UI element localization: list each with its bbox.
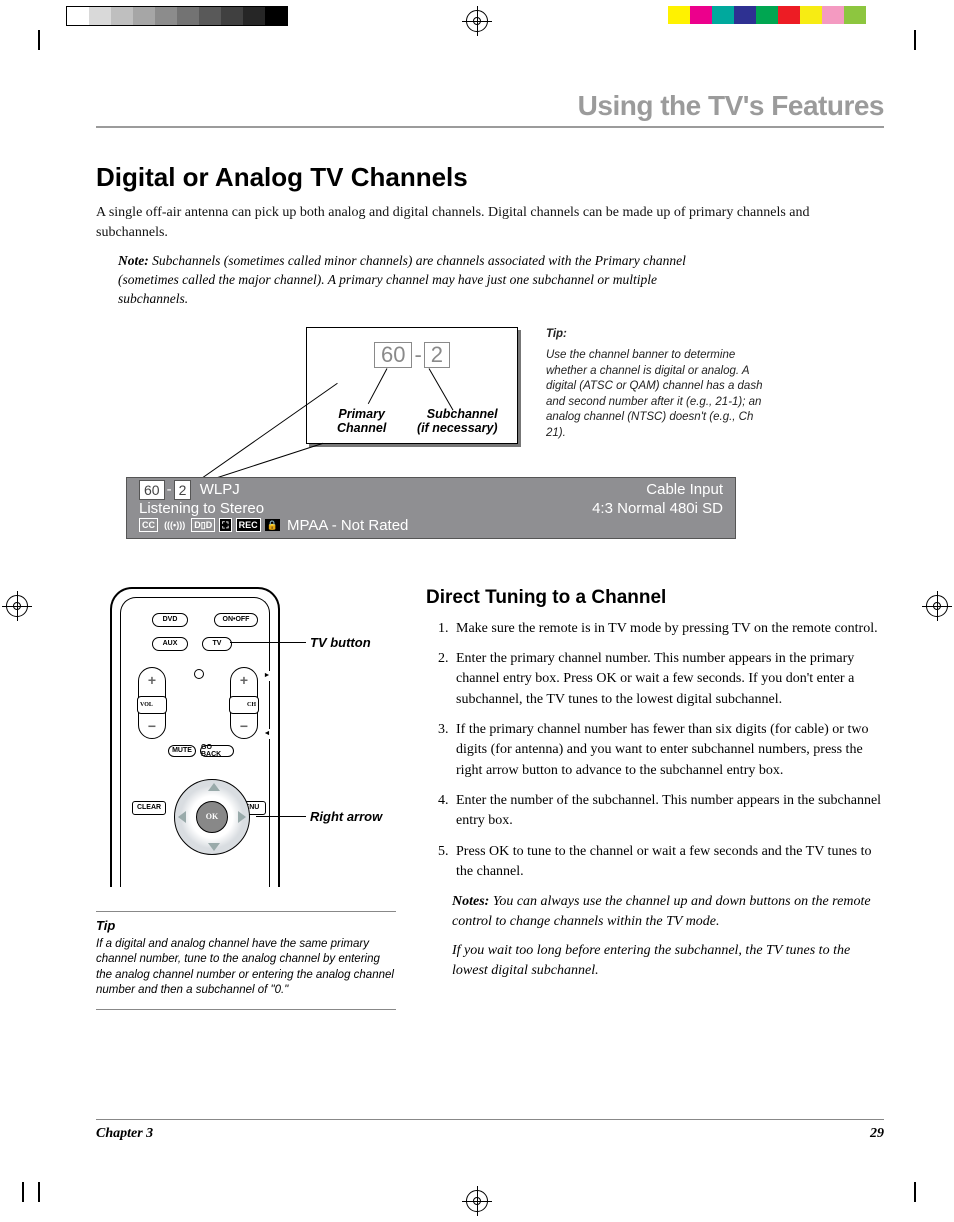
step-note-text: You can always use the channel up and do…	[452, 894, 871, 929]
remote-aux: AUX	[152, 637, 188, 651]
banner-rating: MPAA - Not Rated	[287, 517, 408, 534]
page-content: Using the TV's Features Digital or Analo…	[96, 90, 884, 1142]
lock-icon: 🔒	[265, 519, 280, 531]
remote-dpad: OK	[174, 779, 250, 855]
primary-label-l2: Channel	[337, 422, 386, 436]
tip-block: Tip If a digital and analog channel have…	[96, 911, 396, 1010]
reg-target-right	[926, 595, 948, 617]
ann-tv-label: TV button	[310, 635, 371, 650]
footer-left: Chapter 3	[96, 1126, 153, 1142]
tip-aside-head: Tip:	[546, 327, 771, 343]
remote-goback: GO BACK	[200, 745, 234, 757]
tip-aside-body: Use the channel banner to determine whet…	[546, 348, 771, 441]
callout-primary-digits: 60	[374, 342, 412, 368]
step-item: Press OK to tune to the channel or wait …	[452, 842, 884, 883]
steps-list: Make sure the remote is in TV mode by pr…	[426, 619, 884, 882]
ann-right-label: Right arrow	[310, 809, 382, 824]
banner-format: 4:3 Normal 480i SD	[592, 500, 723, 517]
primary-label-l1: Primary	[337, 408, 386, 422]
colorbar-right	[668, 6, 888, 24]
section-title: Using the TV's Features	[96, 90, 884, 128]
footer-right: 29	[870, 1126, 884, 1142]
remote-vol-rocker: VOL	[138, 667, 166, 739]
channel-diagram: 60-2 Primary Channel Subchannel (if nece…	[96, 327, 884, 557]
reg-target-top	[466, 10, 488, 32]
step-item: Enter the primary channel number. This n…	[452, 649, 884, 710]
remote-vol-label: VOL	[137, 696, 167, 714]
dolby-icon: D▯D	[191, 518, 215, 532]
remote-illustration: DVD ON•OFF AUX TV VOL CH ► ◄ MUTE GO BAC…	[96, 587, 396, 887]
remote-play-fwd: ►	[262, 671, 272, 681]
step-item: If the primary channel number has fewer …	[452, 720, 884, 781]
tip-aside: Tip: Use the channel banner to determine…	[546, 327, 771, 442]
cc-icon: CC	[139, 518, 158, 532]
reg-target-left	[6, 595, 28, 617]
step-note-lead: Notes:	[452, 894, 489, 909]
tip-block-body: If a digital and analog channel have the…	[96, 937, 396, 999]
ann-line-tv	[230, 642, 306, 643]
remote-ch-label: CH	[229, 696, 259, 714]
remote-dvd: DVD	[152, 613, 188, 627]
page-heading: Digital or Analog TV Channels	[96, 162, 884, 193]
banner-callsign: WLPJ	[200, 481, 240, 498]
banner-audio: Listening to Stereo	[139, 500, 264, 517]
remote-clear: CLEAR	[132, 801, 166, 815]
colorbar-left	[66, 6, 288, 26]
note-text: Subchannels (sometimes called minor chan…	[118, 253, 686, 306]
sub-label-l1: Subchannel	[417, 408, 498, 422]
step-item: Make sure the remote is in TV mode by pr…	[452, 619, 884, 639]
banner-sub: 2	[174, 480, 192, 500]
callout-box: 60-2 Primary Channel Subchannel (if nece…	[306, 327, 518, 444]
aspect-icon: ⛶	[219, 518, 231, 532]
intro-paragraph: A single off-air antenna can pick up bot…	[96, 203, 884, 242]
callout-channel-display: 60-2	[307, 342, 517, 368]
reg-target-bottom	[466, 1190, 488, 1212]
channel-banner: 60-2 WLPJ Cable Input Listening to Stere…	[126, 477, 736, 539]
step-note: Notes: You can always use the channel up…	[452, 892, 884, 933]
surround-icon: (((•)))	[162, 519, 187, 531]
page-footer: Chapter 3 29	[96, 1119, 884, 1142]
banner-icons: CC (((•))) D▯D ⛶ REC 🔒	[139, 518, 281, 532]
remote-onoff: ON•OFF	[214, 613, 258, 627]
remote-ch-rocker: CH	[230, 667, 258, 739]
remote-record	[194, 669, 204, 679]
banner-primary: 60	[139, 480, 165, 500]
remote-play-rew: ◄	[262, 729, 272, 739]
callout-sub-digits: 2	[424, 342, 450, 368]
rec-icon: REC	[236, 518, 261, 532]
remote-mute: MUTE	[168, 745, 196, 757]
banner-input: Cable Input	[646, 481, 723, 498]
step-note-text: If you wait too long before entering the…	[452, 943, 850, 978]
step-note: If you wait too long before entering the…	[452, 941, 884, 982]
remote-tv: TV	[202, 637, 232, 651]
note-lead: Note:	[118, 253, 149, 268]
ann-line-right	[256, 816, 306, 817]
note-block: Note: Subchannels (sometimes called mino…	[118, 252, 708, 309]
tip-block-head: Tip	[96, 918, 396, 933]
sub-label-l2: (if necessary)	[417, 422, 498, 436]
subsection-heading: Direct Tuning to a Channel	[426, 587, 884, 609]
remote-ok: OK	[196, 801, 228, 833]
step-item: Enter the number of the subchannel. This…	[452, 791, 884, 832]
